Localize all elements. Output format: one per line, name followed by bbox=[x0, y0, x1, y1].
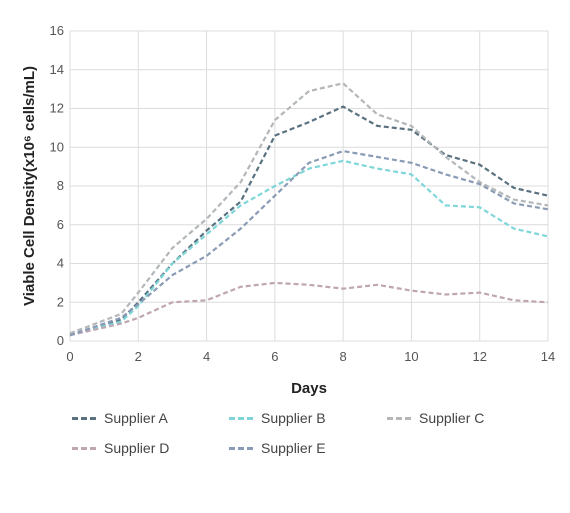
legend-swatch bbox=[72, 446, 96, 450]
legend-label: Supplier B bbox=[261, 410, 326, 426]
x-tick-label: 2 bbox=[135, 349, 142, 364]
legend-item: Supplier B bbox=[229, 410, 326, 426]
y-tick-label: 14 bbox=[50, 62, 64, 77]
y-tick-label: 6 bbox=[57, 217, 64, 232]
legend-swatch bbox=[72, 416, 96, 420]
legend-label: Supplier C bbox=[419, 410, 485, 426]
x-axis-ticks: 0 2 4 6 8 10 12 14 bbox=[66, 349, 555, 364]
x-tick-label: 12 bbox=[472, 349, 486, 364]
y-axis-ticks: 0 2 4 6 8 10 12 14 16 bbox=[50, 23, 64, 348]
legend-swatch bbox=[229, 416, 253, 420]
legend-item: Supplier D bbox=[72, 440, 169, 456]
legend-swatch bbox=[229, 446, 253, 450]
legend-label: Supplier A bbox=[104, 410, 168, 426]
legend-item: Supplier C bbox=[387, 410, 484, 426]
legend-swatch bbox=[387, 416, 411, 420]
y-tick-label: 0 bbox=[57, 333, 64, 348]
y-axis-title: Viable Cell Density(x10⁶ cells/mL) bbox=[21, 66, 38, 306]
x-tick-label: 0 bbox=[66, 349, 73, 364]
legend-label: Supplier E bbox=[261, 440, 326, 456]
series-line-5 bbox=[69, 150, 549, 337]
legend-item: Supplier E bbox=[229, 440, 326, 456]
x-tick-label: 8 bbox=[340, 349, 347, 364]
y-tick-label: 4 bbox=[57, 256, 64, 271]
series-line-2 bbox=[69, 159, 549, 337]
x-tick-label: 4 bbox=[203, 349, 210, 364]
y-tick-label: 2 bbox=[57, 294, 64, 309]
y-tick-label: 10 bbox=[50, 139, 64, 154]
grid bbox=[69, 30, 549, 342]
x-tick-label: 6 bbox=[271, 349, 278, 364]
line-chart: 0 2 4 6 8 10 12 14 16 0 2 4 6 8 10 12 14 Days Viable Ce… bbox=[21, 23, 555, 397]
x-tick-label: 10 bbox=[404, 349, 418, 364]
x-axis-title: Days bbox=[291, 380, 327, 397]
series-line-1 bbox=[69, 105, 549, 337]
series-group bbox=[69, 82, 549, 337]
series-line-3 bbox=[69, 82, 549, 335]
series-line-4 bbox=[69, 281, 549, 337]
x-tick-label: 14 bbox=[541, 349, 555, 364]
y-tick-label: 8 bbox=[57, 178, 64, 193]
legend-label: Supplier D bbox=[104, 440, 170, 456]
y-tick-label: 12 bbox=[50, 101, 64, 116]
legend-item: Supplier A bbox=[72, 410, 168, 426]
y-tick-label: 16 bbox=[50, 23, 64, 38]
